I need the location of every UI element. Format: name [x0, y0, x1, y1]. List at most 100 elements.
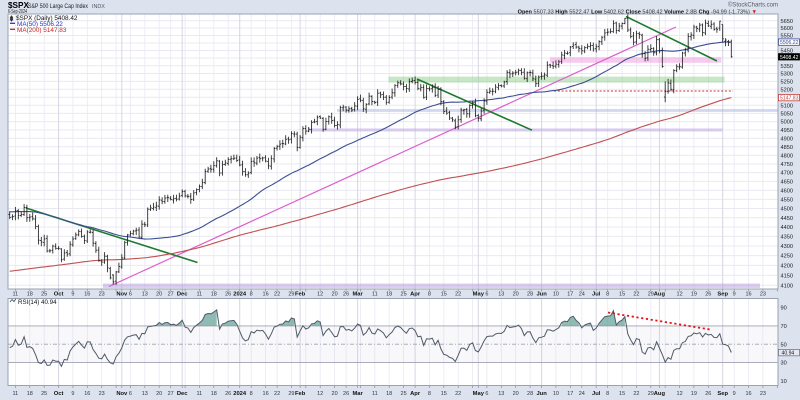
svg-text:9: 9	[733, 391, 736, 397]
svg-text:Aug: Aug	[654, 292, 666, 298]
svg-text:5600: 5600	[781, 26, 793, 32]
svg-text:11: 11	[372, 292, 378, 298]
svg-text:15: 15	[441, 292, 447, 298]
svg-text:10: 10	[553, 391, 559, 397]
svg-text:4950: 4950	[781, 128, 793, 134]
svg-text:16: 16	[263, 391, 269, 397]
svg-text:18: 18	[27, 292, 33, 298]
svg-text:70: 70	[781, 324, 787, 330]
svg-text:Mar: Mar	[352, 292, 363, 298]
svg-text:Feb: Feb	[295, 292, 306, 298]
svg-text:Oct: Oct	[54, 292, 64, 298]
svg-text:$SPX (Daily) 5408.42: $SPX (Daily) 5408.42	[16, 15, 78, 22]
svg-text:23: 23	[99, 391, 105, 397]
svg-text:20: 20	[332, 292, 338, 298]
svg-text:4350: 4350	[781, 235, 793, 241]
svg-text:5506.22: 5506.22	[780, 40, 799, 46]
svg-text:17: 17	[567, 292, 573, 298]
svg-text:16: 16	[745, 292, 751, 298]
svg-text:17: 17	[567, 391, 573, 397]
svg-text:29: 29	[648, 391, 654, 397]
svg-text:May: May	[473, 391, 485, 397]
svg-text:12: 12	[677, 292, 683, 298]
svg-text:5000: 5000	[781, 120, 793, 126]
svg-text:5550: 5550	[781, 34, 793, 40]
svg-text:8: 8	[428, 391, 431, 397]
svg-text:Nov: Nov	[116, 391, 128, 397]
svg-text:18: 18	[386, 391, 392, 397]
svg-text:8: 8	[428, 292, 431, 298]
svg-text:Feb: Feb	[295, 391, 306, 397]
svg-text:5250: 5250	[781, 80, 793, 86]
svg-text:26: 26	[225, 292, 231, 298]
svg-text:$SPX: $SPX	[8, 1, 29, 10]
svg-text:13: 13	[142, 391, 148, 397]
svg-text:11: 11	[197, 391, 203, 397]
svg-text:Sep: Sep	[717, 391, 728, 397]
svg-text:23: 23	[99, 292, 105, 298]
svg-text:Mar: Mar	[352, 391, 363, 397]
svg-text:11: 11	[197, 292, 203, 298]
svg-text:Jun: Jun	[536, 292, 547, 298]
svg-text:4650: 4650	[781, 180, 793, 186]
svg-text:15: 15	[619, 292, 625, 298]
svg-text:29: 29	[288, 391, 294, 397]
svg-text:May: May	[473, 292, 485, 298]
svg-text:16: 16	[263, 292, 269, 298]
svg-text:6-Sep-2024: 6-Sep-2024	[8, 9, 27, 15]
svg-text:5200: 5200	[781, 87, 793, 93]
svg-text:22: 22	[274, 292, 280, 298]
svg-text:Apr: Apr	[410, 292, 421, 298]
svg-text:Aug: Aug	[654, 391, 666, 397]
svg-text:4400: 4400	[781, 225, 793, 231]
svg-text:5450: 5450	[781, 49, 793, 55]
svg-text:4100: 4100	[781, 283, 793, 289]
svg-text:29: 29	[288, 292, 294, 298]
svg-text:10: 10	[553, 292, 559, 298]
svg-text:MA(200) 5147.83: MA(200) 5147.83	[17, 27, 67, 34]
svg-text:30: 30	[781, 361, 787, 367]
svg-text:9: 9	[71, 292, 74, 298]
svg-text:Open 5507.33 High 5522.47 Low: Open 5507.33 High 5522.47 Low 5402.62 Cl…	[518, 9, 757, 15]
svg-text:25: 25	[41, 391, 47, 397]
svg-text:15: 15	[619, 391, 625, 397]
svg-text:9: 9	[733, 292, 736, 298]
svg-text:6: 6	[129, 391, 132, 397]
svg-text:19: 19	[691, 292, 697, 298]
svg-text:20: 20	[332, 391, 338, 397]
svg-text:23: 23	[760, 391, 766, 397]
svg-text:4900: 4900	[781, 136, 793, 142]
svg-text:5100: 5100	[781, 103, 793, 109]
svg-text:Jun: Jun	[536, 391, 547, 397]
svg-text:50: 50	[781, 342, 787, 348]
svg-text:16: 16	[84, 391, 90, 397]
svg-text:25: 25	[401, 391, 407, 397]
svg-text:2024: 2024	[233, 292, 247, 298]
svg-text:Jul: Jul	[592, 391, 601, 397]
svg-text:11: 11	[13, 292, 19, 298]
svg-text:13: 13	[498, 292, 504, 298]
svg-text:5650: 5650	[781, 19, 793, 25]
svg-text:26: 26	[343, 391, 349, 397]
svg-text:MA(50) 5506.22: MA(50) 5506.22	[17, 21, 63, 28]
svg-text:23: 23	[760, 292, 766, 298]
svg-text:25: 25	[401, 292, 407, 298]
svg-text:18: 18	[386, 292, 392, 298]
svg-text:26: 26	[705, 292, 711, 298]
svg-text:4750: 4750	[781, 162, 793, 168]
svg-text:16: 16	[745, 391, 751, 397]
svg-text:18: 18	[211, 292, 217, 298]
svg-text:20: 20	[513, 292, 519, 298]
svg-text:27: 27	[168, 292, 174, 298]
svg-text:5350: 5350	[781, 64, 793, 70]
svg-text:Oct: Oct	[54, 391, 64, 397]
svg-text:12: 12	[317, 391, 323, 397]
svg-text:8: 8	[606, 391, 609, 397]
svg-text:22: 22	[455, 292, 461, 298]
svg-text:4150: 4150	[781, 273, 793, 279]
svg-text:8: 8	[250, 391, 253, 397]
svg-text:4600: 4600	[781, 189, 793, 195]
svg-text:15: 15	[441, 391, 447, 397]
svg-text:26: 26	[343, 292, 349, 298]
svg-text:4200: 4200	[781, 264, 793, 270]
